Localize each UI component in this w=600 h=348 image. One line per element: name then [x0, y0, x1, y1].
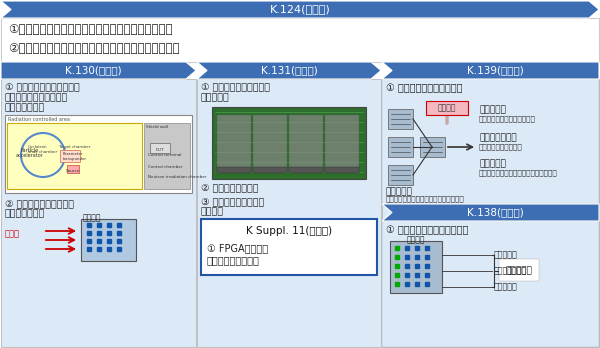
FancyBboxPatch shape: [382, 79, 599, 204]
Text: 通信装置: 通信装置: [407, 235, 425, 244]
Text: Radiation controlled area: Radiation controlled area: [8, 117, 70, 122]
Text: ① 通信装置のソフトエラー: ① 通信装置のソフトエラー: [5, 83, 80, 92]
Text: 照射試験方法: 照射試験方法: [5, 209, 45, 218]
FancyBboxPatch shape: [325, 167, 359, 173]
Text: Source: Source: [66, 169, 80, 173]
Text: 故障による保守交換の頼度に関する基準: 故障による保守交換の頼度に関する基準: [386, 195, 465, 201]
Text: Shield wall: Shield wall: [146, 125, 168, 129]
Text: K.139(基準編): K.139(基準編): [467, 65, 524, 76]
Text: K Suppl. 11(補足編): K Suppl. 11(補足編): [246, 226, 332, 236]
FancyBboxPatch shape: [289, 115, 323, 171]
Text: 中性子: 中性子: [5, 229, 20, 238]
FancyBboxPatch shape: [426, 101, 468, 115]
Polygon shape: [1, 62, 196, 79]
Polygon shape: [197, 62, 381, 79]
FancyBboxPatch shape: [5, 115, 192, 193]
Text: 警報通知: 警報通知: [438, 103, 456, 112]
Text: Neutron irradiation chamber: Neutron irradiation chamber: [148, 175, 206, 179]
FancyBboxPatch shape: [201, 219, 377, 275]
FancyBboxPatch shape: [388, 137, 413, 157]
FancyBboxPatch shape: [150, 143, 170, 153]
FancyBboxPatch shape: [7, 123, 142, 189]
Text: ②　ソフトエラー対策としての設計方法に関する概要: ② ソフトエラー対策としての設計方法に関する概要: [8, 42, 179, 55]
Text: ① 信頼度要求基準値の定義: ① 信頼度要求基準値の定義: [386, 83, 463, 93]
Text: 見積方法: 見積方法: [201, 93, 230, 102]
FancyBboxPatch shape: [144, 123, 190, 189]
Text: K.130(試験編): K.130(試験編): [65, 65, 122, 76]
FancyBboxPatch shape: [217, 115, 251, 171]
FancyBboxPatch shape: [390, 241, 442, 293]
Text: 保守信頼度: 保守信頼度: [479, 159, 506, 168]
Text: 試験をするための加速: 試験をするための加速: [5, 93, 68, 102]
Polygon shape: [382, 204, 599, 221]
FancyBboxPatch shape: [388, 165, 413, 185]
Text: ① FPGAのための: ① FPGAのための: [207, 243, 268, 253]
FancyBboxPatch shape: [253, 115, 287, 171]
Text: Target chamber: Target chamber: [58, 145, 91, 149]
FancyBboxPatch shape: [253, 167, 287, 173]
Text: ①　粒子放射線により発生するソフトエラーの影響: ① 粒子放射線により発生するソフトエラーの影響: [8, 23, 173, 36]
FancyBboxPatch shape: [81, 219, 136, 261]
Text: サイレント故障に関する基準: サイレント故障に関する基準: [479, 115, 536, 121]
Text: ② 加速器を用いた中性子: ② 加速器を用いた中性子: [5, 199, 74, 208]
FancyBboxPatch shape: [289, 167, 323, 173]
FancyBboxPatch shape: [212, 107, 366, 179]
Polygon shape: [382, 62, 599, 79]
Text: 保守信頼度: 保守信頼度: [386, 187, 413, 196]
FancyBboxPatch shape: [499, 259, 539, 281]
Text: 警報信頼度: 警報信頼度: [494, 251, 518, 260]
Text: 通信装置: 通信装置: [83, 213, 101, 222]
Text: サービス信頼度: サービス信頼度: [479, 133, 517, 142]
FancyBboxPatch shape: [325, 115, 359, 171]
Text: 器施設の要件: 器施設の要件: [5, 103, 45, 112]
Text: ① ソフトエラー発生率の: ① ソフトエラー発生率の: [201, 83, 270, 92]
Text: 注意点: 注意点: [201, 207, 224, 216]
Text: 故障による保守交換の頼度に関する基準: 故障による保守交換の頼度に関する基準: [479, 169, 558, 176]
Text: サービス信頼度: サービス信頼度: [494, 267, 527, 276]
Text: Parameter
transponder: Parameter transponder: [63, 152, 87, 160]
Text: 適合性評価: 適合性評価: [506, 267, 532, 276]
Text: 警報信頼度: 警報信頼度: [479, 105, 506, 114]
Text: Cyclotron
linac chamber: Cyclotron linac chamber: [28, 145, 57, 153]
Text: Particle
accelerator: Particle accelerator: [16, 148, 44, 158]
FancyBboxPatch shape: [382, 79, 599, 347]
FancyBboxPatch shape: [67, 165, 79, 173]
Text: ② 対策箇所抜出方法: ② 対策箇所抜出方法: [201, 183, 259, 192]
Text: DUT: DUT: [155, 148, 164, 152]
FancyBboxPatch shape: [217, 167, 251, 173]
FancyBboxPatch shape: [420, 137, 445, 157]
FancyBboxPatch shape: [388, 109, 413, 129]
Text: K.138(評価編): K.138(評価編): [467, 207, 524, 218]
Polygon shape: [1, 1, 599, 18]
FancyBboxPatch shape: [382, 221, 599, 347]
FancyBboxPatch shape: [1, 18, 599, 62]
FancyBboxPatch shape: [60, 150, 80, 162]
Text: K.131(設計編): K.131(設計編): [260, 65, 317, 76]
Text: 主信号断の頼度の基準: 主信号断の頼度の基準: [479, 143, 523, 150]
Text: ③ 対策例と効果とその: ③ 対策例と効果とその: [201, 197, 264, 206]
Text: 保守信頼度: 保守信頼度: [494, 283, 518, 292]
Text: ① 信頼度要求基準の評価方法: ① 信頼度要求基準の評価方法: [386, 225, 469, 235]
FancyBboxPatch shape: [197, 79, 381, 347]
Text: Control terminal: Control terminal: [148, 153, 181, 157]
Text: ソフトエラー対策: ソフトエラー対策: [207, 255, 260, 265]
Text: K.124(概要編): K.124(概要編): [269, 5, 331, 15]
FancyBboxPatch shape: [1, 79, 196, 347]
Text: Control chamber: Control chamber: [148, 165, 182, 169]
